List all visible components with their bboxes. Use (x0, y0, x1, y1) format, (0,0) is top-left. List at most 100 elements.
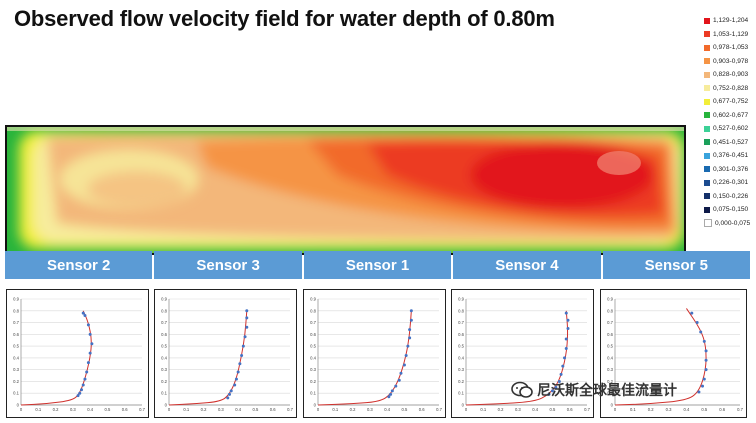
legend-swatch (704, 85, 710, 92)
legend-swatch (704, 139, 710, 146)
y-tick-label: 0.2 (458, 379, 464, 384)
data-point (690, 311, 694, 315)
data-point (394, 384, 398, 388)
legend-swatch (704, 152, 710, 159)
x-tick-label: 0.2 (350, 407, 356, 412)
legend-item: 1,129-1,204 (704, 14, 756, 28)
legend-label: 0,828-0,903 (713, 71, 749, 79)
y-tick-label: 0 (462, 403, 465, 408)
profile-chart-svg: 0 0.1 0.2 0.3 0.4 0.5 0.6 0.7 0.8 0.9 0 0.1 0.2 0.3 0.… (607, 297, 743, 413)
legend-label: 0,226-0,301 (713, 179, 749, 187)
legend-item: 0,376-0,451 (704, 149, 756, 163)
legend-item: 0,752-0,828 (704, 82, 756, 96)
y-tick-label: 0.5 (607, 344, 613, 349)
profile-chart-svg: 0 0.1 0.2 0.3 0.4 0.5 0.6 0.7 0.8 0.9 0 0.1 0.2 0.3 0.… (161, 297, 293, 413)
sensor-2-profile-chart: 0 0.1 0.2 0.3 0.4 0.5 0.6 0.7 0.8 0.9 0 0.1 0.2 0.3 0.… (6, 289, 149, 418)
x-tick-label: 0.5 (105, 407, 111, 412)
sensor-tab-1: Sensor 1 (303, 251, 452, 279)
sensor-header-bar: Sensor 2 Sensor 3 Sensor 1 Sensor 4 Sens… (5, 251, 751, 279)
x-tick-label: 0.7 (139, 407, 145, 412)
legend-swatch (704, 179, 710, 186)
data-point (88, 351, 92, 355)
watermark: 尼沃斯全球最佳流量计 (511, 380, 677, 400)
data-point (78, 391, 82, 395)
field-band-left-tan (87, 171, 187, 207)
data-point (704, 368, 708, 372)
x-tick-label: 0 (317, 407, 320, 412)
x-tick-label: 0.7 (737, 407, 743, 412)
data-point (563, 356, 567, 360)
data-point (389, 392, 393, 396)
wechat-icon (511, 381, 533, 398)
field-highlight (597, 151, 641, 175)
data-point (88, 332, 92, 336)
data-point (243, 335, 247, 339)
x-tick-label: 0.3 (666, 407, 672, 412)
y-tick-label: 0.4 (310, 355, 316, 360)
y-tick-label: 0.6 (458, 332, 464, 337)
data-point (228, 392, 231, 396)
legend-label: 0,000-0,075 (715, 219, 751, 227)
y-tick-label: 0.9 (310, 297, 316, 302)
legend-item: 0,828-0,903 (704, 68, 756, 82)
velocity-legend: 1,129-1,204 1,053-1,129 0,978-1,053 0,903-0… (704, 14, 756, 230)
x-tick-label: 0.4 (684, 407, 690, 412)
x-tick-label: 0.5 (550, 407, 556, 412)
y-tick-label: 0.5 (310, 344, 316, 349)
profile-chart-svg: 0 0.1 0.2 0.3 0.4 0.5 0.6 0.7 0.8 0.9 0 0.1 0.2 0.3 0.… (310, 297, 442, 413)
x-tick-label: 0.1 (630, 407, 636, 412)
legend-item: 0,301-0,376 (704, 163, 756, 177)
legend-swatch (704, 166, 710, 173)
fit-curve (614, 308, 707, 406)
x-tick-label: 0.1 (35, 407, 41, 412)
data-point (229, 389, 233, 393)
data-point (387, 395, 391, 399)
legend-label: 0,451-0,527 (713, 138, 749, 146)
y-tick-label: 0.9 (607, 297, 613, 302)
legend-label: 0,602-0,677 (713, 111, 749, 119)
x-tick-label: 0.4 (532, 407, 538, 412)
data-point (81, 383, 85, 387)
data-point (234, 377, 238, 381)
legend-label: 1,053-1,129 (713, 30, 749, 38)
x-tick-label: 0.6 (270, 407, 276, 412)
data-point (566, 326, 570, 330)
y-tick-label: 0.3 (13, 367, 19, 372)
x-tick-label: 0 (465, 407, 468, 412)
data-point (397, 378, 401, 382)
y-tick-label: 0 (165, 403, 168, 408)
y-tick-label: 0.7 (458, 320, 464, 325)
x-tick-label: 0.3 (70, 407, 76, 412)
y-tick-label: 0.1 (310, 391, 316, 396)
field-top-edge (7, 127, 684, 131)
data-point (80, 388, 83, 392)
x-tick-label: 0.3 (218, 407, 224, 412)
y-tick-label: 0.8 (310, 308, 316, 313)
data-point (245, 325, 249, 329)
y-tick-label: 0.3 (310, 367, 316, 372)
sensor-3-profile-chart: 0 0.1 0.2 0.3 0.4 0.5 0.6 0.7 0.8 0.9 0 0.1 0.2 0.3 0.… (154, 289, 297, 418)
velocity-field (5, 125, 686, 255)
data-point (697, 390, 701, 394)
y-tick-label: 0.1 (161, 391, 167, 396)
data-point (85, 370, 89, 374)
legend-label: 1,129-1,204 (713, 17, 749, 25)
y-tick-label: 0.6 (13, 332, 19, 337)
data-point (90, 342, 94, 346)
y-tick-label: 0.2 (13, 379, 19, 384)
x-tick-label: 0.1 (183, 407, 189, 412)
data-point (550, 389, 554, 393)
y-tick-label: 0.5 (458, 344, 464, 349)
sensor-tab-2: Sensor 2 (5, 251, 153, 279)
legend-label: 0,376-0,451 (713, 152, 749, 160)
sensor-tab-4: Sensor 4 (453, 251, 601, 279)
x-tick-label: 0.6 (122, 407, 128, 412)
x-tick-label: 0.4 (384, 407, 390, 412)
x-tick-label: 0.4 (87, 407, 93, 412)
legend-swatch (704, 44, 710, 51)
sensor-tab-3: Sensor 3 (154, 251, 302, 279)
data-point (557, 379, 561, 383)
x-tick-label: 0.5 (701, 407, 707, 412)
data-point (245, 309, 249, 313)
y-tick-label: 0.8 (161, 308, 167, 313)
